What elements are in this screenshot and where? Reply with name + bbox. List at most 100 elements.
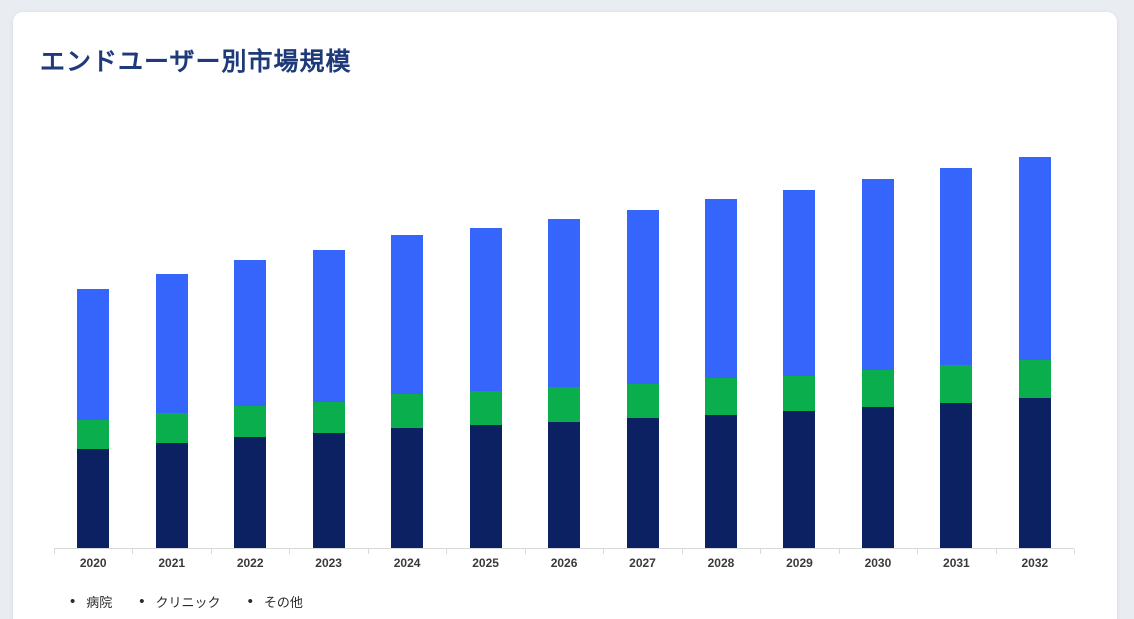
legend-label: 病院 [86,595,113,610]
stacked-bar-2027 [626,210,659,548]
bar-segment-other[interactable] [861,179,894,370]
stacked-bar-2026 [548,219,581,548]
x-axis-tick [524,549,526,554]
bar-segment-hospital[interactable] [783,411,816,548]
x-axis-label: 2026 [550,556,578,570]
bar-segment-hospital[interactable] [704,415,737,548]
stacked-bar-2030 [861,179,894,548]
x-axis-labels: 2020 2021 2022 2023 2024 2025 2026 2027 2028 2029… [54,556,1074,570]
legend-bullet-icon: • [70,593,76,610]
bar-segment-other[interactable] [548,219,581,387]
bar-segment-clinic[interactable] [469,391,502,425]
bar-slot-2023 [289,119,367,548]
bar-segment-clinic[interactable] [77,420,110,449]
bar-segment-clinic[interactable] [783,376,816,411]
x-axis-tick [1074,549,1075,554]
bar-segment-clinic[interactable] [1018,360,1051,398]
x-axis-ticks [54,549,1075,554]
bar-segment-hospital[interactable] [469,425,502,548]
bar-segment-other[interactable] [391,235,424,394]
bar-segment-hospital[interactable] [548,422,581,548]
x-axis-tick [289,549,291,554]
chart-card: エンドユーザー別市場規模 2020 2021 2022 2023 2024 2025 202… [13,12,1117,619]
bar-segment-hospital[interactable] [1018,398,1051,548]
chart-legend: • 病院 • クリニック • その他 [70,592,1117,611]
x-axis-tick [995,549,997,554]
x-axis-label: 2031 [943,556,970,570]
bar-segment-hospital[interactable] [391,428,424,548]
bar-slot-2026 [525,119,603,548]
bar-segment-other[interactable] [77,289,110,420]
bar-slot-2031 [917,119,995,548]
x-axis-tick [132,549,134,554]
bar-segment-hospital[interactable] [861,407,894,548]
bar-slot-2022 [211,119,289,548]
bar-segment-clinic[interactable] [548,387,581,422]
x-axis-label: 2020 [79,556,107,570]
bar-slot-2020 [54,119,132,548]
stacked-bar-2032 [1018,157,1051,548]
bar-segment-clinic[interactable] [626,384,659,418]
x-axis-tick [603,549,605,554]
bar-segment-other[interactable] [626,210,659,384]
bar-segment-clinic[interactable] [155,413,188,443]
bar-segment-hospital[interactable] [626,418,659,548]
bar-slot-2025 [446,119,524,548]
stacked-bar-chart: 2020 2021 2022 2023 2024 2025 2026 2027 2028 2029… [54,119,1075,577]
bar-segment-hospital[interactable] [77,449,110,548]
bar-segment-hospital[interactable] [940,403,973,548]
x-axis-label: 2023 [315,556,342,570]
x-axis-tick [838,549,840,554]
bar-slot-2029 [760,119,838,548]
x-axis-tick [760,549,762,554]
chart-title: エンドユーザー別市場規模 [40,48,352,76]
stacked-bar-2031 [940,168,973,548]
x-axis-label: 2025 [472,556,499,570]
legend-label: その他 [263,595,303,610]
x-axis-label: 2024 [393,556,421,570]
bar-segment-other[interactable] [940,168,973,365]
stacked-bar-2029 [783,190,816,548]
legend-item-other[interactable]: • その他 [248,592,303,611]
x-axis-label: 2022 [236,556,264,570]
stacked-bar-2020 [77,289,110,548]
bar-slot-2032 [996,119,1074,548]
x-axis-tick [367,549,369,554]
bar-segment-other[interactable] [312,250,345,402]
bar-segment-hospital[interactable] [155,443,188,548]
bar-segment-clinic[interactable] [234,406,267,437]
bar-segment-other[interactable] [234,260,267,406]
bar-segment-other[interactable] [469,228,502,391]
bar-slot-2027 [603,119,681,548]
x-axis-tick [681,549,683,554]
legend-label: クリニック [155,595,221,610]
stacked-bar-2025 [469,228,502,548]
plot-area [54,119,1074,549]
bar-segment-clinic[interactable] [940,365,973,403]
stacked-bar-2022 [234,260,267,548]
bar-segment-clinic[interactable] [312,402,345,433]
x-axis-label: 2030 [864,556,892,570]
stacked-bar-2023 [312,250,345,548]
bar-segment-hospital[interactable] [234,437,267,548]
x-axis-tick [446,549,448,554]
bar-segment-other[interactable] [1018,157,1051,360]
bar-segment-hospital[interactable] [312,433,345,548]
stacked-bar-2028 [704,199,737,548]
legend-bullet-icon: • [247,593,253,610]
bar-segment-clinic[interactable] [704,378,737,415]
x-axis-label: 2029 [786,556,813,570]
x-axis-tick [210,549,212,554]
bar-slot-2030 [839,119,917,548]
bar-slot-2024 [368,119,446,548]
legend-item-clinic[interactable]: • クリニック [139,592,220,611]
bar-segment-other[interactable] [155,274,188,413]
x-axis-tick [54,549,55,554]
bar-segment-clinic[interactable] [391,394,424,428]
bar-slot-2028 [682,119,760,548]
x-axis-tick [917,549,919,554]
bar-segment-clinic[interactable] [861,370,894,407]
bar-segment-other[interactable] [704,199,737,378]
legend-item-hospital[interactable]: • 病院 [70,592,112,611]
bar-segment-other[interactable] [783,190,816,376]
